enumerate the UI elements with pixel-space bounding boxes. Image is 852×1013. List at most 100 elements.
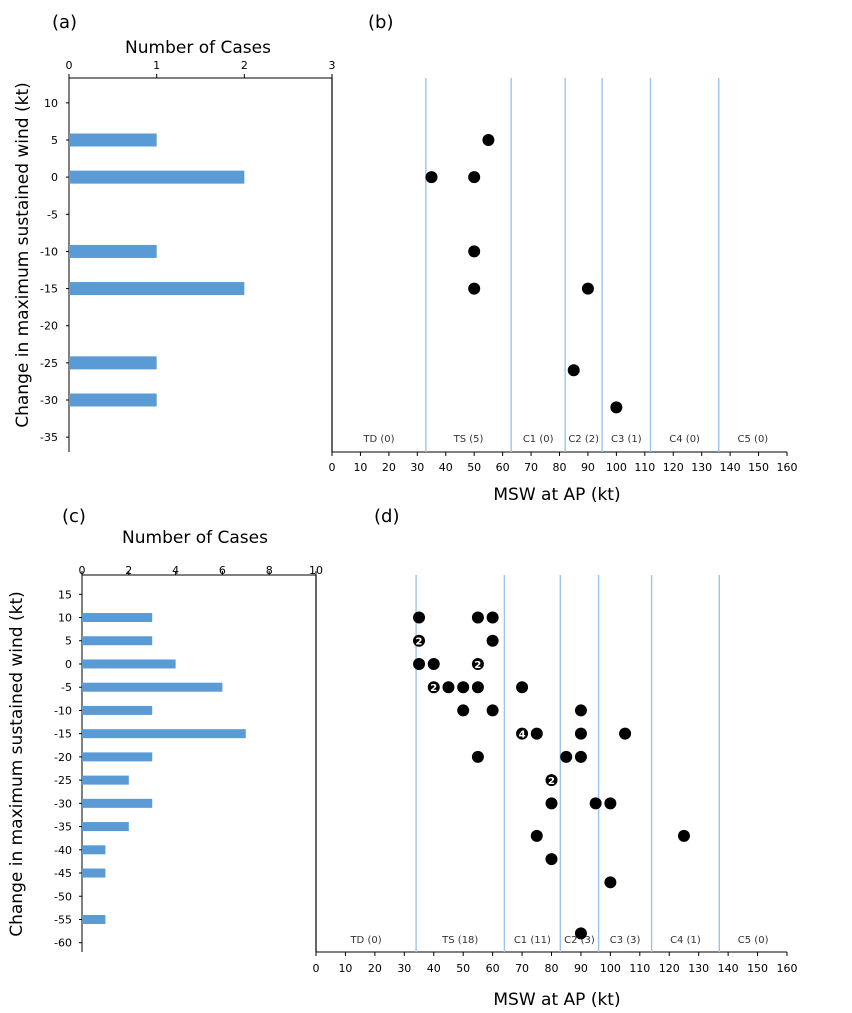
scatter-x-tick-label: 100 [600,962,621,975]
scatter-x-tick-label: 60 [496,461,510,474]
y-tick-label: -15 [40,283,58,296]
y-tick-label: -5 [61,681,72,694]
data-point [413,611,426,624]
category-label: C3 (3) [610,935,641,946]
bar [82,868,106,878]
data-point-multi [545,774,558,787]
scatter-x-tick-label: 10 [353,461,367,474]
scatter-x-tick-label: 140 [720,461,741,474]
y-tick-label: -30 [40,394,58,407]
data-point [471,750,484,763]
category-label: TS (18) [441,935,478,946]
data-point [516,681,529,694]
bar [82,729,246,739]
y-tick-label: -60 [54,937,72,950]
bar [82,822,129,832]
category-label: C5 (0) [738,935,769,946]
y-tick-label: -50 [54,890,72,903]
data-point [486,611,499,624]
bar [69,356,157,370]
data-point [619,727,632,740]
scatter-x-tick-label: 130 [688,962,709,975]
scatter-x-tick-label: 100 [606,461,627,474]
y-tick-label: 5 [51,134,58,147]
data-point [545,853,558,866]
category-label: C1 (11) [514,935,551,946]
data-point-multi [471,657,484,670]
bar [82,705,153,715]
scatter-x-tick-label: 20 [382,461,396,474]
scatter-x-tick-label: 80 [545,962,559,975]
scatter-x-tick-label: 110 [634,461,655,474]
bar [69,282,245,296]
data-point [574,704,587,717]
y-tick-label: -20 [54,751,72,764]
data-point [468,282,481,295]
scatter-x-tick-label: 120 [663,461,684,474]
scatter-x-tick-label: 0 [313,962,320,975]
data-point [482,134,495,146]
data-point [574,927,587,940]
bar-x-tick-label: 3 [329,59,336,72]
scatter-x-tick-label: 160 [777,461,798,474]
bar-x-tick-label: 10 [309,564,323,577]
data-point [610,401,623,414]
panel-label-c: (c) [62,506,86,527]
y-tick-label: -15 [54,728,72,741]
scatter-x-tick-label: 130 [691,461,712,474]
scatter-x-tick-label: 90 [574,962,588,975]
scatter-x-tick-label: 90 [581,461,595,474]
bar [82,613,153,623]
category-label: TS (5) [453,434,484,445]
panel-label-a: (a) [52,12,77,33]
bar [82,798,153,808]
bar [82,636,153,646]
bar [82,682,223,692]
bar-x-tick-label: 0 [66,59,73,72]
scatter-x-tick-label: 40 [427,962,441,975]
scatter-x-tick-label: 50 [467,461,481,474]
data-point [427,657,440,670]
bar-x-tick-label: 8 [266,564,273,577]
category-label: C5 (0) [738,434,769,445]
y-tick-label: 10 [58,612,72,625]
category-label: C2 (3) [564,935,595,946]
data-point [442,681,455,694]
data-point-count-label: 4 [519,729,526,740]
bar-x-tick-label: 0 [79,564,86,577]
scatter-x-tick-label: 0 [329,461,336,474]
bar-x-axis-title-a: Number of Cases [125,38,271,58]
scatter-x-tick-label: 110 [629,962,650,975]
bar-x-axis-title-c: Number of Cases [122,528,268,548]
data-point-multi [427,681,440,694]
y-tick-label: 0 [65,658,72,671]
scatter-x-tick-label: 70 [515,962,529,975]
data-point [530,727,543,740]
panel-label-b: (b) [368,12,393,33]
scatter-x-tick-label: 140 [718,962,739,975]
data-point-count-label: 2 [430,683,437,694]
category-label: C4 (0) [669,434,700,445]
data-point-count-label: 2 [474,660,481,671]
data-point [486,704,499,717]
data-point [486,634,499,647]
scatter-x-tick-label: 70 [524,461,538,474]
data-point [530,829,543,842]
data-point [413,657,426,670]
data-point [468,171,481,184]
y-axis-title-a: Change in maximum sustained wind (kt) [13,82,33,428]
y-tick-label: -45 [54,867,72,880]
bar [69,170,245,184]
scatter-x-tick-label: 20 [368,962,382,975]
bar [69,393,157,407]
category-label: C4 (1) [670,935,701,946]
data-point-count-label: 2 [416,637,423,648]
data-point-count-label: 2 [548,776,555,787]
y-tick-label: -40 [54,844,72,857]
scatter-x-axis-title-d: MSW at AP (kt) [493,990,620,1010]
bar-x-tick-label: 4 [172,564,179,577]
data-point [574,727,587,740]
bar [82,775,129,785]
data-point [471,611,484,624]
scatter-x-tick-label: 50 [456,962,470,975]
